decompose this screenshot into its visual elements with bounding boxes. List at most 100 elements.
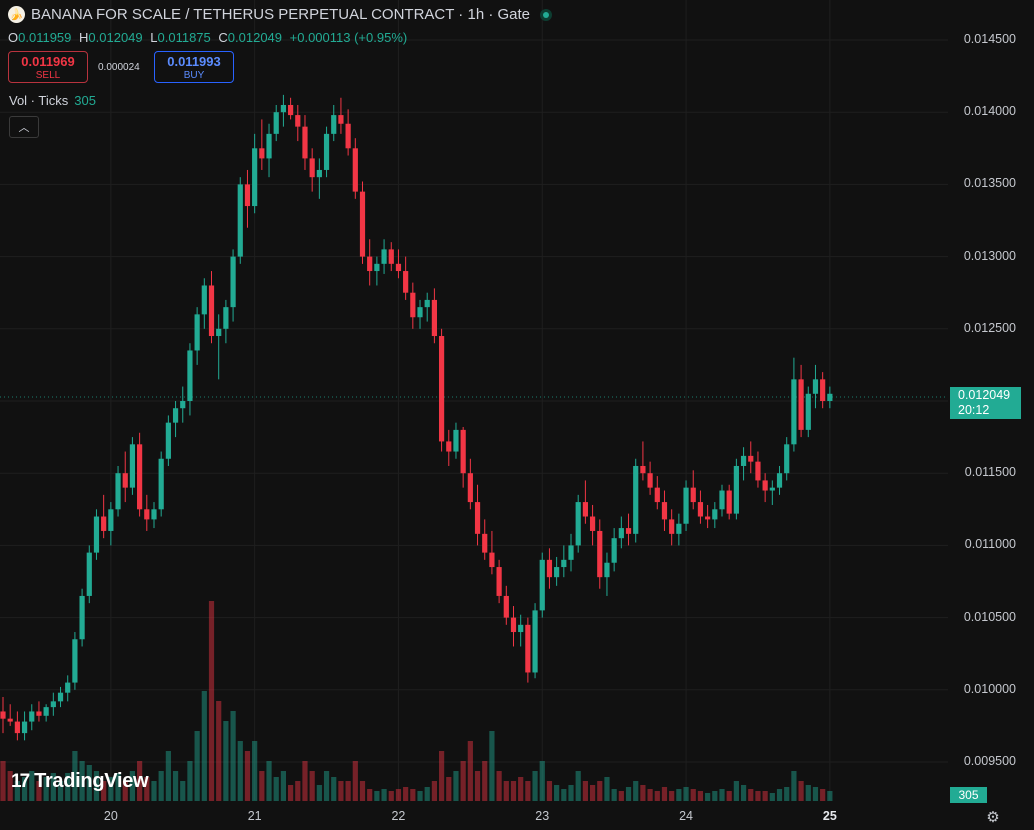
candle bbox=[65, 675, 71, 702]
candle-body bbox=[50, 701, 56, 708]
settings-icon[interactable]: ⚙ bbox=[986, 809, 1000, 826]
candle bbox=[309, 148, 315, 192]
volume-legend[interactable]: Vol · Ticks 305 bbox=[9, 93, 96, 108]
high-value: 0.012049 bbox=[88, 30, 143, 45]
volume-bar bbox=[669, 791, 675, 801]
symbol-title[interactable]: BANANA FOR SCALE / TETHERUS PERPETUAL CO… bbox=[31, 6, 531, 23]
volume-bar bbox=[374, 791, 380, 801]
collapse-legend-button[interactable]: ︿ bbox=[9, 116, 39, 138]
high-label: H bbox=[79, 30, 89, 45]
banana-icon[interactable]: 🍌 bbox=[8, 6, 25, 23]
volume-bar bbox=[474, 771, 481, 801]
candle bbox=[712, 502, 718, 529]
volume-bar bbox=[101, 781, 107, 801]
volume-bar bbox=[223, 721, 229, 801]
candle bbox=[690, 470, 696, 510]
candle-body bbox=[812, 379, 819, 394]
volume-bar bbox=[43, 777, 49, 801]
candle-body bbox=[194, 314, 200, 351]
candle bbox=[805, 386, 811, 438]
volume-bar bbox=[755, 791, 761, 801]
candle-body bbox=[137, 444, 143, 510]
candle bbox=[0, 697, 6, 734]
candle bbox=[93, 509, 100, 560]
change-value: +0.000113 (+0.95%) bbox=[289, 30, 408, 45]
candle bbox=[647, 461, 653, 495]
price-tick: 0.010000 bbox=[963, 681, 1016, 696]
tradingview-logo[interactable]: 17 TradingView bbox=[11, 770, 149, 793]
candle-body bbox=[374, 263, 380, 272]
candle bbox=[266, 123, 272, 178]
candle bbox=[158, 451, 164, 517]
candle-body bbox=[697, 502, 704, 517]
volume-bar bbox=[820, 789, 826, 801]
low-value: 0.011875 bbox=[157, 30, 211, 45]
candle bbox=[582, 480, 588, 524]
volume-bar bbox=[633, 781, 639, 801]
candle bbox=[748, 441, 754, 474]
candle bbox=[518, 614, 524, 647]
volume-bar bbox=[403, 787, 409, 801]
candle bbox=[230, 249, 236, 322]
volume-bar bbox=[460, 761, 466, 801]
candle bbox=[654, 476, 660, 510]
candle-body bbox=[101, 516, 107, 531]
volume-bar bbox=[712, 791, 718, 801]
candle-body bbox=[503, 595, 509, 618]
volume-bar bbox=[726, 791, 732, 801]
volume-bar bbox=[690, 789, 696, 801]
volume-bar bbox=[259, 771, 265, 801]
candle bbox=[410, 282, 416, 329]
volume-bar bbox=[410, 789, 416, 801]
candle bbox=[740, 447, 747, 481]
volume-bar bbox=[122, 781, 128, 801]
price-tick: 0.013500 bbox=[963, 176, 1016, 191]
candle bbox=[252, 133, 258, 214]
candle-body bbox=[43, 707, 49, 716]
volume-bar bbox=[338, 781, 344, 801]
candle bbox=[316, 158, 322, 199]
candle-body bbox=[36, 711, 42, 716]
volume-bar bbox=[180, 781, 186, 801]
candle-body bbox=[302, 126, 308, 159]
candle-body bbox=[14, 721, 20, 734]
candle-body bbox=[309, 158, 315, 178]
candle-body bbox=[280, 104, 287, 113]
candle-body bbox=[230, 256, 236, 308]
volume-bar bbox=[65, 773, 71, 801]
volume-bar bbox=[654, 791, 660, 801]
tradingview-logo-icon: 17 bbox=[11, 770, 30, 792]
candle bbox=[374, 256, 380, 286]
candle-body bbox=[158, 458, 164, 510]
candle bbox=[669, 509, 675, 546]
candle-body bbox=[273, 112, 279, 134]
sell-button[interactable]: 0.011969 SELL bbox=[8, 51, 88, 83]
date-tick: 22 bbox=[391, 809, 406, 823]
candle bbox=[180, 386, 186, 423]
candle-body bbox=[316, 169, 322, 178]
volume-bar bbox=[467, 741, 473, 801]
price-tick: 0.011000 bbox=[964, 537, 1016, 552]
candle-body bbox=[395, 263, 402, 272]
volume-bar bbox=[352, 761, 358, 801]
volume-bar bbox=[546, 781, 553, 801]
volume-bar bbox=[302, 761, 308, 801]
volume-bar bbox=[640, 785, 646, 801]
volume-bar bbox=[719, 789, 725, 801]
candle bbox=[820, 372, 826, 409]
candle bbox=[640, 441, 646, 481]
candle bbox=[532, 603, 538, 679]
candle-body bbox=[748, 455, 754, 462]
volume-bar bbox=[784, 787, 790, 801]
candle-body bbox=[561, 559, 567, 568]
volume-bar bbox=[618, 791, 624, 801]
volume-bar bbox=[230, 711, 236, 801]
candle-body bbox=[244, 184, 251, 207]
buy-button[interactable]: 0.011993 BUY bbox=[154, 51, 234, 83]
candle-body bbox=[431, 299, 437, 337]
candle bbox=[151, 502, 157, 529]
candle-body bbox=[180, 401, 186, 409]
volume-bar bbox=[57, 781, 64, 801]
close-label: C bbox=[218, 30, 228, 45]
